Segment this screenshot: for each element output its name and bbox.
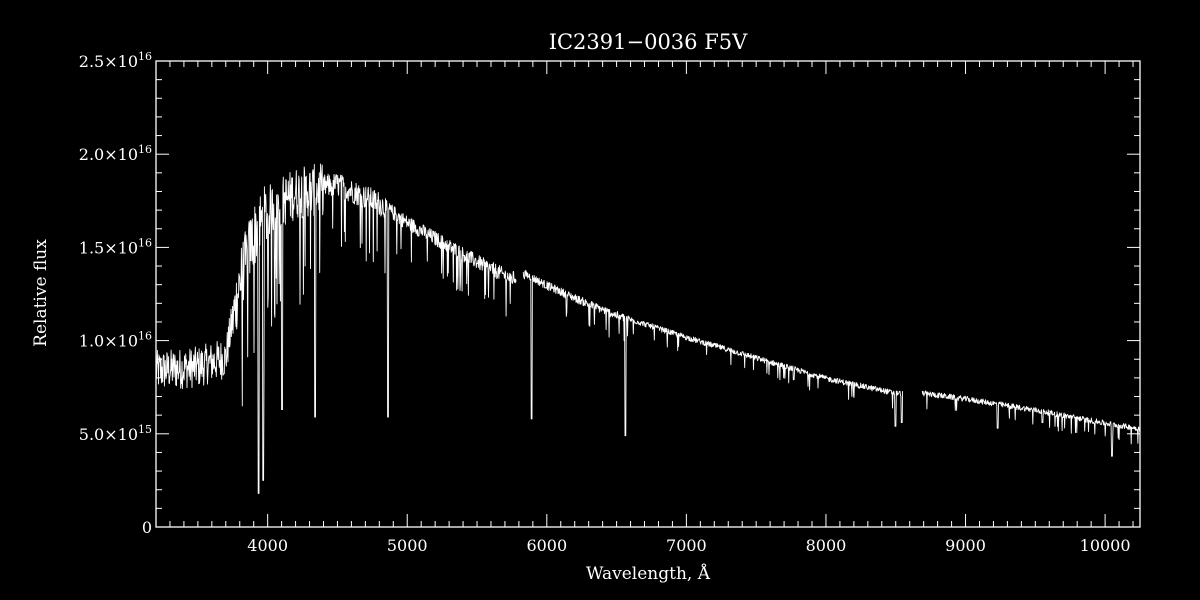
x-axis-label: Wavelength, Å bbox=[586, 563, 711, 584]
x-tick-labels: 4000 5000 6000 7000 8000 9000 10000 bbox=[247, 536, 1130, 555]
y-tick-label: 1.5×1016 bbox=[79, 236, 152, 257]
spectrum-series bbox=[155, 163, 1141, 494]
y-tick-label: 0 bbox=[142, 518, 152, 537]
axes bbox=[155, 60, 1141, 528]
spectrum-line-segment bbox=[921, 390, 1141, 457]
x-tick-label: 7000 bbox=[666, 536, 707, 555]
y-axis-label: Relative flux bbox=[31, 239, 51, 347]
spectrum-line-segment bbox=[155, 163, 517, 494]
x-tick-label: 8000 bbox=[806, 536, 847, 555]
tick-marks bbox=[155, 60, 1140, 528]
y-tick-label: 2.5×1016 bbox=[79, 50, 152, 71]
x-tick-label: 9000 bbox=[945, 536, 986, 555]
x-tick-label: 10000 bbox=[1080, 536, 1131, 555]
y-tick-label: 5.0×1015 bbox=[79, 423, 152, 444]
x-tick-label: 6000 bbox=[526, 536, 567, 555]
x-tick-label: 5000 bbox=[387, 536, 428, 555]
plot-frame bbox=[155, 60, 1141, 528]
y-tick-label: 2.0×1016 bbox=[79, 143, 152, 164]
x-tick-label: 4000 bbox=[247, 536, 288, 555]
y-tick-label: 1.0×1016 bbox=[79, 330, 152, 351]
chart-title: IC2391−0036 F5V bbox=[549, 30, 748, 54]
spectrum-line-segment bbox=[522, 269, 904, 437]
y-tick-labels: 0 5.0×1015 1.0×1016 1.5×1016 2.0×1016 2.5×101… bbox=[79, 50, 152, 537]
